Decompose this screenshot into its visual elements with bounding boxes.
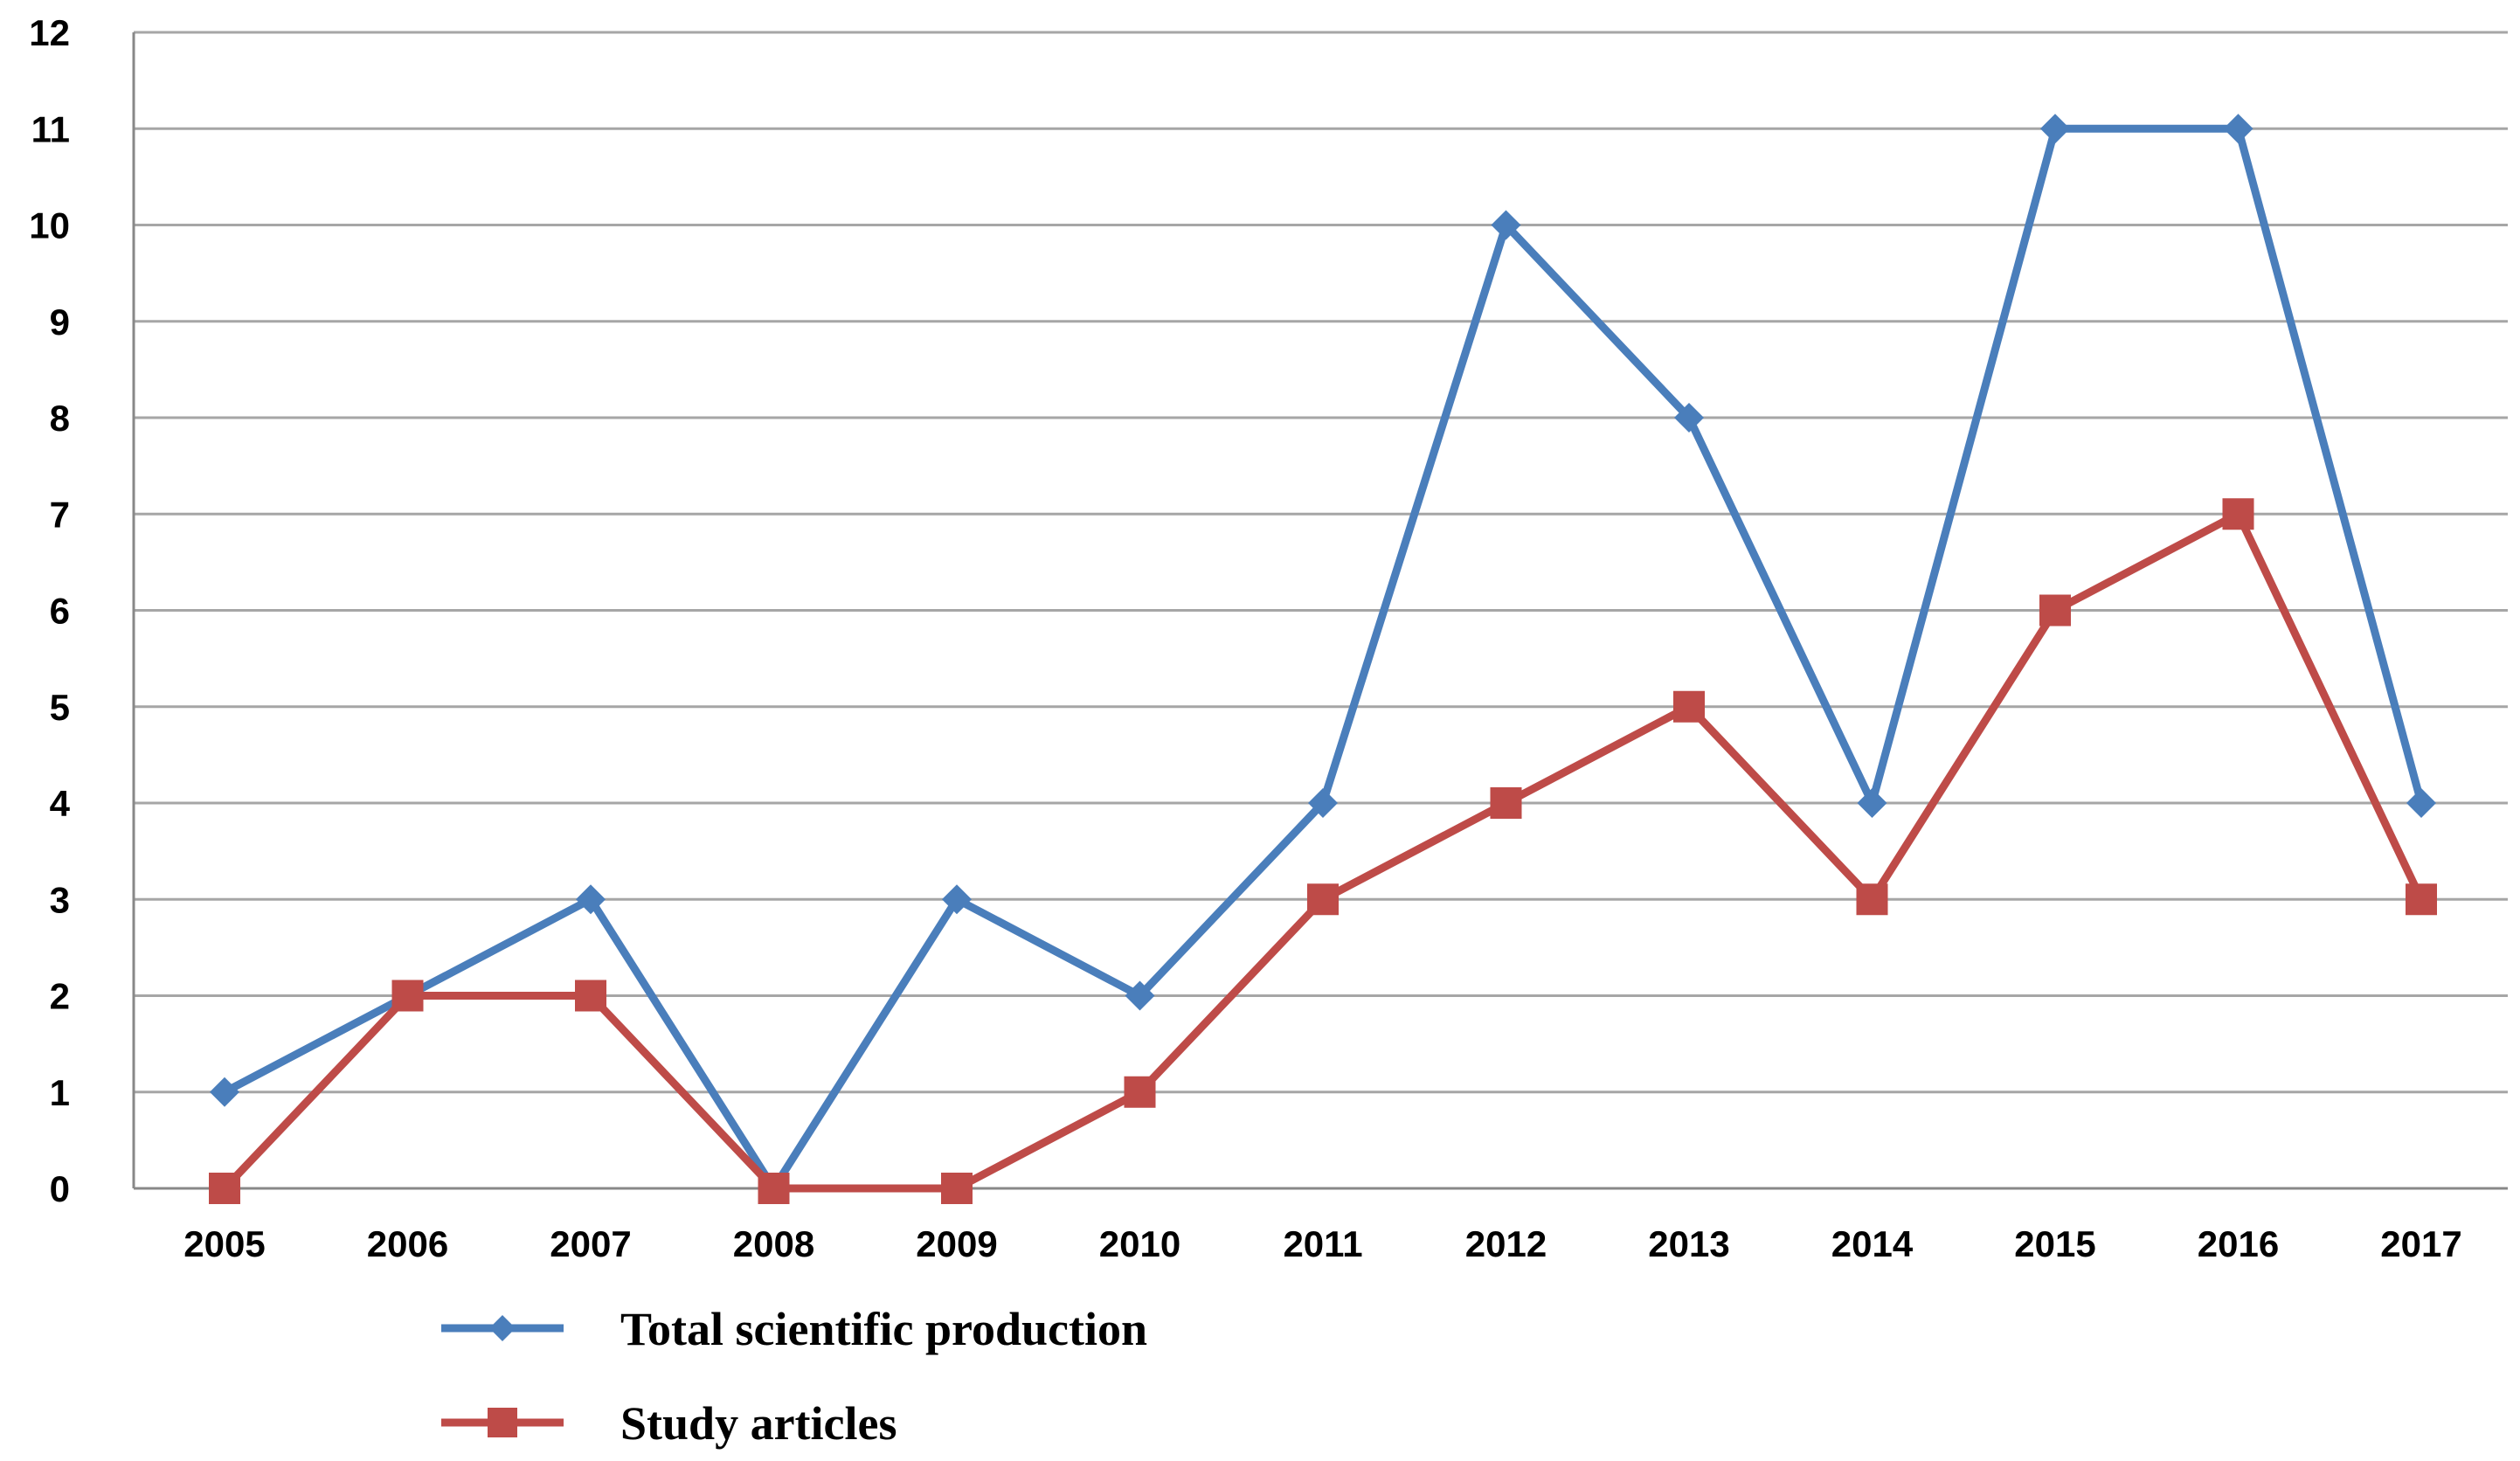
y-tick-label: 1 (50, 1072, 70, 1113)
data-point-square (391, 980, 424, 1012)
y-tick-label: 9 (50, 301, 70, 343)
legend-marker-study (488, 1408, 517, 1437)
x-tick-label: 2005 (183, 1223, 265, 1264)
data-point-diamond (1308, 788, 1338, 818)
data-point-square (758, 1173, 790, 1204)
data-point-square (1307, 883, 1339, 916)
legend: Total scientific production Study articl… (441, 1303, 1147, 1450)
data-point-square (1673, 690, 1705, 723)
data-point-diamond (576, 884, 606, 915)
x-tick-labels: 2005 2006 2007 2008 2009 2010 2011 2012 2013 2014… (183, 1223, 2461, 1264)
legend-label-study: Study articles (620, 1397, 897, 1450)
data-point-diamond (1491, 210, 1521, 240)
data-point-diamond (2406, 788, 2436, 818)
data-point-square (209, 1173, 240, 1204)
y-tick-label: 4 (50, 783, 71, 824)
y-tick-label: 10 (29, 205, 70, 246)
x-tick-label: 2014 (1831, 1223, 1914, 1264)
x-tick-label: 2012 (1465, 1223, 1547, 1264)
data-point-diamond (1674, 403, 1704, 433)
x-tick-label: 2008 (733, 1223, 814, 1264)
data-point-square (1856, 883, 1888, 916)
x-tick-label: 2013 (1648, 1223, 1729, 1264)
y-tick-label: 5 (50, 687, 70, 728)
y-tick-label: 0 (50, 1168, 70, 1209)
legend-marker-total (489, 1315, 516, 1341)
y-tick-label: 3 (50, 879, 70, 920)
x-tick-label: 2007 (550, 1223, 631, 1264)
y-tick-label: 7 (50, 494, 70, 535)
legend-label-total: Total scientific production (620, 1303, 1147, 1355)
data-point-diamond (2223, 114, 2253, 144)
series-0 (210, 114, 2436, 1203)
legend-item-total: Total scientific production (441, 1303, 1147, 1355)
x-tick-label: 2010 (1099, 1223, 1180, 1264)
x-tick-label: 2017 (2380, 1223, 2461, 1264)
legend-item-study: Study articles (441, 1397, 897, 1450)
x-tick-label: 2009 (916, 1223, 997, 1264)
y-tick-label: 6 (50, 591, 70, 632)
data-point-square (2039, 594, 2071, 627)
y-tick-label: 8 (50, 398, 70, 439)
y-tick-label: 12 (29, 12, 70, 53)
data-point-square (941, 1173, 973, 1204)
data-point-diamond (210, 1077, 239, 1107)
data-point-diamond (1125, 980, 1155, 1011)
data-point-square (2406, 883, 2437, 916)
series-line-1 (221, 509, 2426, 1193)
series-layer (209, 114, 2437, 1204)
series-1 (209, 498, 2437, 1204)
x-tick-label: 2006 (367, 1223, 448, 1264)
data-point-square (1490, 787, 1522, 819)
series-line-0 (222, 124, 2426, 1196)
data-point-square (1124, 1076, 1156, 1108)
y-tick-label: 2 (50, 976, 70, 1017)
data-point-diamond (1857, 788, 1887, 818)
x-tick-label: 2015 (2014, 1223, 2095, 1264)
axes (132, 32, 2508, 1190)
data-point-square (2222, 498, 2254, 530)
x-tick-label: 2011 (1283, 1223, 1362, 1264)
data-point-diamond (2040, 114, 2070, 144)
y-tick-label: 11 (31, 108, 70, 149)
x-tick-label: 2016 (2198, 1223, 2279, 1264)
data-point-diamond (942, 884, 972, 915)
data-point-square (575, 980, 606, 1012)
